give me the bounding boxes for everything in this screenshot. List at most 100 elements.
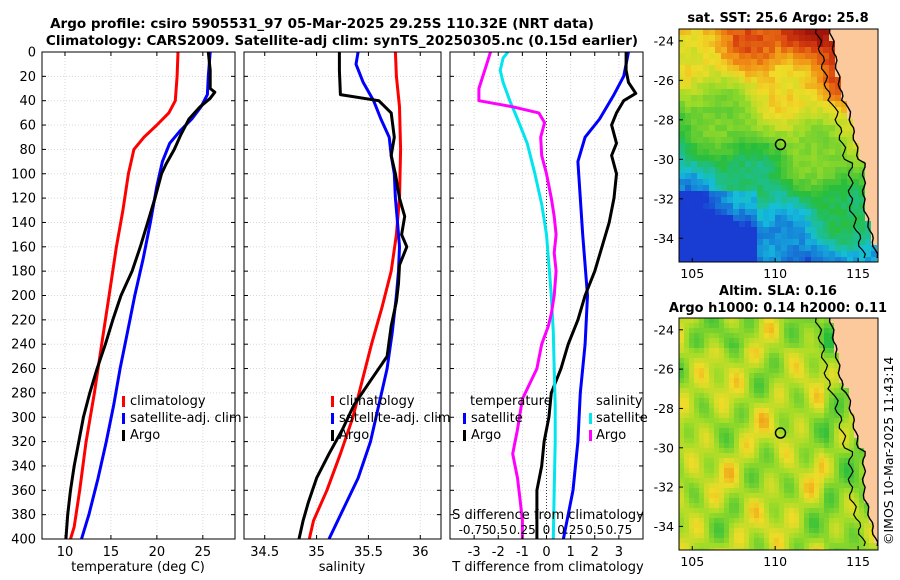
map-cell [679, 47, 686, 54]
map-cell [849, 403, 855, 409]
map-cell [769, 209, 776, 216]
sla-map-title1: Altim. SLA: 0.16 [719, 284, 837, 299]
map-cell [814, 518, 820, 524]
map-cell [844, 513, 850, 519]
map-cell [874, 508, 878, 514]
map-cell [844, 343, 850, 349]
map-cell [684, 518, 690, 524]
map-cell [784, 468, 790, 474]
map-cell [727, 173, 734, 180]
map-cell [679, 383, 685, 389]
map-cell [835, 95, 842, 102]
map-cell [689, 418, 695, 424]
map-cell [829, 71, 836, 78]
map-cell [733, 197, 740, 204]
map-cell [689, 493, 695, 499]
map-cell [769, 233, 776, 240]
map-cell [769, 448, 775, 454]
map-cell [769, 53, 776, 60]
map-cell [694, 413, 700, 419]
y-tick-label: 260 [11, 362, 36, 377]
map-cell [853, 41, 860, 48]
map-cell [727, 209, 734, 216]
map-cell [835, 203, 842, 210]
map-cell [715, 131, 722, 138]
map-cell [824, 368, 830, 374]
map-cell [734, 408, 740, 414]
map-cell [724, 423, 730, 429]
map-cell [734, 423, 740, 429]
map-cell [739, 378, 745, 384]
map-cell [811, 161, 818, 168]
map-cell [739, 77, 746, 84]
map-cell [697, 65, 704, 72]
map-cell [679, 418, 685, 424]
map-cell [721, 29, 728, 36]
map-cell [715, 59, 722, 66]
map-cell [679, 473, 685, 479]
map-cell [854, 388, 860, 394]
map-cell [719, 418, 725, 424]
map-cell [775, 149, 782, 156]
y-tick-label: 320 [11, 435, 36, 450]
map-cell [787, 221, 794, 228]
map-frame [678, 28, 879, 263]
map-cell [823, 251, 830, 258]
map-cell [865, 119, 872, 126]
map-cell [679, 433, 685, 439]
map-cell [679, 59, 686, 66]
map-cell [793, 191, 800, 198]
map-cell [804, 548, 810, 550]
map-cell [684, 398, 690, 404]
map-cell [697, 197, 704, 204]
map-cell [799, 458, 805, 464]
map-cell [744, 528, 750, 534]
map-cell [719, 518, 725, 524]
map-cell [684, 318, 690, 324]
map-cell [715, 95, 722, 102]
map-cell [847, 71, 854, 78]
map-cell [745, 185, 752, 192]
map-cell [774, 543, 780, 549]
map-cell [784, 488, 790, 494]
map-cell [721, 119, 728, 126]
map-cell [809, 463, 815, 469]
map-cell [805, 29, 812, 36]
map-cell [724, 343, 730, 349]
map-cell [679, 478, 685, 484]
map-cell [781, 65, 788, 72]
map-cell [759, 418, 765, 424]
map-cell [689, 373, 695, 379]
map-cell [684, 538, 690, 544]
map-cell [775, 83, 782, 90]
map-cell [864, 508, 870, 514]
map-cell [871, 41, 878, 48]
map-cell [809, 388, 815, 394]
map-cell [844, 533, 850, 539]
map-cell [734, 443, 740, 449]
map-cell [849, 443, 855, 449]
map-cell [745, 119, 752, 126]
map-cell [819, 438, 825, 444]
map-cell [823, 185, 830, 192]
map-cell [744, 488, 750, 494]
map-cell [691, 101, 698, 108]
map-cell [759, 393, 765, 399]
map-cell [697, 155, 704, 162]
map-cell [724, 333, 730, 339]
map-cell [869, 488, 875, 494]
map-cell [789, 423, 795, 429]
map-cell [751, 179, 758, 186]
map-cell [859, 428, 865, 434]
map-cell [824, 413, 830, 419]
map-cell [745, 149, 752, 156]
map-cell [799, 233, 806, 240]
map-cell [814, 478, 820, 484]
map-cell [819, 338, 825, 344]
map-cell [854, 363, 860, 369]
map-cell [854, 428, 860, 434]
map-cell [805, 257, 812, 262]
map-cell [749, 423, 755, 429]
map-cell [864, 528, 870, 534]
map-cell [727, 143, 734, 150]
